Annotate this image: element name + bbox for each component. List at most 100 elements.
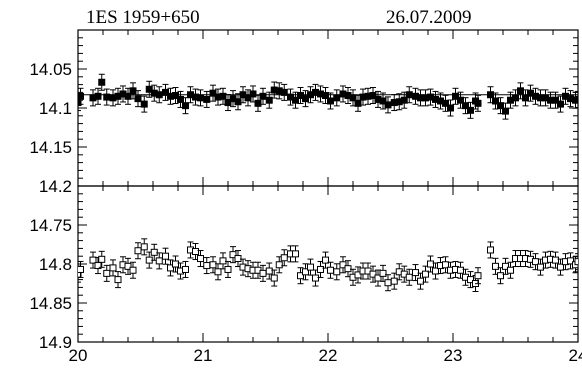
top-data-point [103, 88, 111, 106]
top-data-point [369, 87, 377, 105]
open-square-marker [474, 272, 482, 280]
filled-square-marker [103, 93, 111, 101]
open-square-marker [182, 265, 189, 273]
bottom-data-point [140, 238, 148, 256]
open-square-marker [167, 264, 174, 272]
open-square-marker [203, 262, 211, 270]
filled-square-marker [209, 89, 217, 97]
filled-square-marker [134, 95, 142, 103]
top-data-point [552, 91, 559, 109]
top-data-point [280, 83, 288, 101]
top-data-point [155, 86, 163, 104]
bottom-data-point [422, 265, 429, 283]
open-square-marker [197, 255, 204, 263]
top-data-point [302, 90, 309, 108]
top-data-point [405, 86, 413, 104]
bottom-y-tick-label: 14.85 [29, 294, 72, 313]
bottom-data-point [395, 263, 403, 281]
filled-square-marker [124, 92, 132, 100]
bottom-data-point [177, 262, 184, 280]
open-square-marker [234, 255, 242, 263]
bottom-data-point [507, 261, 514, 279]
bottom-data-point [203, 257, 211, 275]
open-square-marker [442, 261, 449, 269]
x-tick-label: 22 [319, 346, 338, 365]
filled-square-marker [280, 88, 288, 96]
bottom-data-point [155, 252, 163, 270]
bottom-data-point [502, 257, 509, 275]
bottom-data-point [167, 259, 174, 277]
open-square-marker [552, 256, 559, 264]
bottom-data-point [574, 253, 578, 271]
top-data-point [333, 89, 341, 107]
bottom-data-point [280, 249, 288, 267]
bottom-data-point [292, 245, 299, 263]
top-data-point [78, 87, 84, 105]
open-square-marker [78, 265, 84, 273]
bottom-data-point [339, 256, 347, 274]
filled-square-marker [462, 102, 469, 110]
top-panel: 14.05 14.1 14.15 14.2 [29, 29, 579, 196]
top-data-point [400, 91, 408, 109]
top-data-point [209, 84, 217, 102]
open-square-marker [369, 270, 377, 278]
top-data-point [119, 85, 127, 103]
top-data-point [354, 94, 362, 112]
open-square-marker [384, 279, 392, 287]
open-square-marker [209, 261, 217, 269]
filled-square-marker [502, 107, 509, 115]
bottom-data-point [312, 269, 319, 287]
bottom-data-point [129, 261, 137, 279]
open-square-marker [467, 276, 474, 284]
top-data-point [447, 99, 454, 117]
open-square-marker [422, 270, 429, 278]
open-square-marker [502, 262, 509, 270]
bottom-data-point [354, 266, 362, 284]
bottom-data-point [384, 274, 392, 292]
open-square-marker [270, 274, 278, 282]
top-data-point [98, 73, 106, 91]
open-square-marker [339, 261, 347, 269]
top-data-point [145, 80, 153, 98]
open-square-marker [302, 268, 309, 276]
x-tick-label: 21 [194, 346, 213, 365]
bottom-data-point [209, 256, 217, 274]
bottom-data-point [567, 252, 574, 270]
top-data-point [327, 92, 334, 110]
open-square-marker [344, 265, 352, 273]
filled-square-marker [487, 91, 494, 99]
bottom-data-point [109, 259, 117, 277]
filled-square-marker [259, 92, 267, 100]
bottom-data-point [197, 250, 204, 268]
top-data-point [265, 91, 273, 109]
top-data-point [379, 92, 387, 110]
open-square-marker [417, 277, 424, 285]
filled-square-marker [265, 96, 273, 104]
top-data-point [239, 86, 247, 104]
top-data-point [364, 87, 372, 105]
filled-square-marker [182, 102, 189, 110]
open-square-marker [129, 266, 137, 274]
filled-square-marker [244, 94, 252, 102]
open-square-marker [432, 267, 439, 275]
open-square-marker [412, 269, 419, 277]
filled-square-marker [249, 90, 257, 98]
bottom-data-point [103, 264, 111, 282]
top-data-point [234, 93, 242, 111]
top-data-point [522, 89, 529, 107]
open-square-marker [275, 261, 283, 269]
bottom-data-point [462, 268, 469, 286]
bottom-data-point [182, 260, 189, 278]
filled-square-marker [574, 95, 578, 103]
bottom-y-tick-label: 14.75 [29, 216, 72, 235]
open-square-marker [140, 243, 148, 251]
bottom-data-point [522, 250, 529, 268]
bottom-data-point [497, 267, 504, 285]
filled-square-marker [140, 100, 148, 108]
bottom-data-points [78, 238, 578, 292]
bottom-data-point [98, 250, 106, 268]
top-y-tick-label: 14.05 [29, 60, 72, 79]
filled-square-marker [442, 99, 449, 107]
filled-square-marker [254, 99, 262, 107]
open-square-marker [172, 260, 179, 268]
